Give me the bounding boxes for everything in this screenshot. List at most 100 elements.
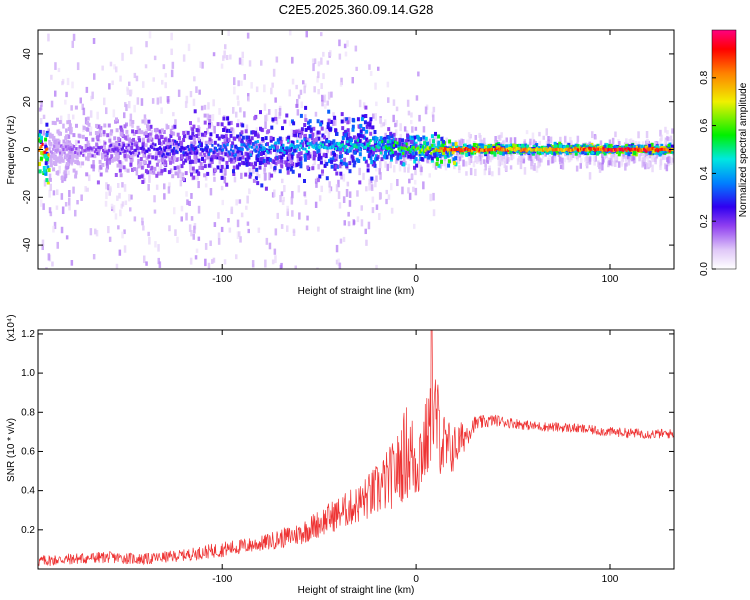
heatmap-cell bbox=[268, 172, 271, 181]
heatmap-cell bbox=[239, 107, 242, 113]
heatmap-cell bbox=[280, 137, 284, 142]
heatmap-cell bbox=[110, 143, 113, 147]
heatmap-cell bbox=[671, 128, 674, 134]
heatmap-cell bbox=[382, 122, 385, 127]
heatmap-cell bbox=[321, 169, 324, 174]
heatmap-cell bbox=[438, 149, 441, 153]
heatmap-cell bbox=[544, 148, 547, 152]
heatmap-cell bbox=[241, 123, 245, 128]
heatmap-cell bbox=[329, 50, 332, 57]
heatmap-cell bbox=[642, 150, 646, 157]
heatmap-cell bbox=[129, 151, 133, 155]
heatmap-cell bbox=[397, 147, 400, 151]
heatmap-cell bbox=[370, 146, 373, 150]
heatmap-cell bbox=[497, 152, 500, 160]
heatmap-cell bbox=[652, 155, 655, 163]
heatmap-cell bbox=[282, 143, 285, 147]
heatmap-cell bbox=[659, 129, 662, 137]
heatmap-cell bbox=[363, 141, 367, 146]
heatmap-cell bbox=[322, 153, 326, 158]
heatmap-cell bbox=[597, 147, 600, 151]
heatmap-cell bbox=[299, 142, 303, 147]
heatmap-cell bbox=[118, 249, 122, 256]
heatmap-cell bbox=[174, 139, 177, 143]
heatmap-cell bbox=[399, 123, 402, 132]
heatmap-cell bbox=[253, 148, 256, 152]
heatmap-cell bbox=[333, 166, 337, 171]
heatmap-cell bbox=[221, 151, 225, 160]
heatmap-cell bbox=[225, 148, 228, 152]
heatmap-cell bbox=[49, 211, 53, 217]
heatmap-cell bbox=[298, 148, 301, 152]
heatmap-cell bbox=[248, 145, 251, 149]
heatmap-cell bbox=[46, 180, 50, 185]
heatmap-cell bbox=[577, 148, 580, 152]
heatmap-cell bbox=[84, 137, 88, 142]
heatmap-cell bbox=[306, 156, 310, 160]
heatmap-cell bbox=[561, 148, 564, 152]
heatmap-cell bbox=[338, 202, 342, 209]
heatmap-cell bbox=[655, 147, 658, 151]
heatmap-cell bbox=[428, 149, 432, 154]
heatmap-cell bbox=[245, 137, 249, 142]
heatmap-cell bbox=[103, 97, 106, 106]
heatmap-cell bbox=[375, 147, 379, 151]
heatmap-cell bbox=[78, 145, 81, 149]
heatmap-cell bbox=[335, 259, 339, 265]
heatmap-cell bbox=[58, 149, 62, 154]
heatmap-cell bbox=[203, 104, 207, 110]
heatmap-cell bbox=[414, 187, 418, 196]
heatmap-cell bbox=[167, 152, 170, 156]
heatmap-cell bbox=[130, 46, 133, 55]
heatmap-cell bbox=[296, 135, 299, 141]
heatmap-cell bbox=[203, 113, 207, 118]
heatmap-cell bbox=[232, 128, 236, 136]
heatmap-cell bbox=[658, 148, 661, 152]
heatmap-cell bbox=[161, 79, 164, 85]
heatmap-cell bbox=[170, 69, 174, 78]
heatmap-cell bbox=[200, 143, 203, 148]
heatmap-cell bbox=[129, 113, 133, 122]
heatmap-cell bbox=[513, 144, 517, 149]
heatmap-cell bbox=[259, 148, 262, 152]
heatmap-cell bbox=[129, 162, 133, 167]
heatmap-cell bbox=[399, 146, 402, 150]
heatmap-cell bbox=[38, 148, 41, 152]
heatmap-cell bbox=[229, 54, 232, 60]
heatmap-cell bbox=[313, 58, 317, 65]
heatmap-cell bbox=[246, 152, 250, 157]
heatmap-cell bbox=[527, 147, 530, 151]
snr-y-multiplier: (x10⁴) bbox=[6, 314, 17, 341]
heatmap-cell bbox=[432, 209, 436, 217]
heatmap-cell bbox=[128, 194, 131, 202]
heatmap-cell bbox=[293, 148, 297, 153]
heatmap-cell bbox=[462, 148, 465, 152]
heatmap-cell bbox=[625, 143, 629, 148]
heatmap-cell bbox=[51, 120, 55, 125]
heatmap-cell bbox=[58, 151, 62, 155]
heatmap-cell bbox=[357, 159, 361, 163]
heatmap-cell bbox=[191, 166, 195, 171]
snr-y-label: SNR (10 * v/v) bbox=[6, 418, 17, 482]
heatmap-cell bbox=[286, 208, 289, 216]
heatmap-cell bbox=[256, 158, 260, 162]
heatmap-cell bbox=[545, 128, 548, 136]
heatmap-cell bbox=[182, 138, 186, 142]
heatmap-cell bbox=[508, 144, 512, 149]
heatmap-cell bbox=[241, 58, 244, 66]
heatmap-cell bbox=[318, 145, 321, 149]
heatmap-cell bbox=[267, 129, 271, 134]
heatmap-cell bbox=[273, 248, 277, 255]
heatmap-cell bbox=[221, 157, 225, 162]
heatmap-cell bbox=[362, 127, 366, 131]
heatmap-cell bbox=[171, 159, 175, 164]
heatmap-cell bbox=[163, 183, 166, 190]
heatmap-cell bbox=[256, 140, 259, 143]
heatmap-cell bbox=[229, 120, 233, 125]
heatmap-cell bbox=[323, 159, 327, 167]
heatmap-cell bbox=[221, 145, 225, 150]
heatmap-cell bbox=[180, 154, 184, 159]
heatmap-cell bbox=[599, 145, 603, 150]
heatmap-cell bbox=[229, 133, 233, 138]
